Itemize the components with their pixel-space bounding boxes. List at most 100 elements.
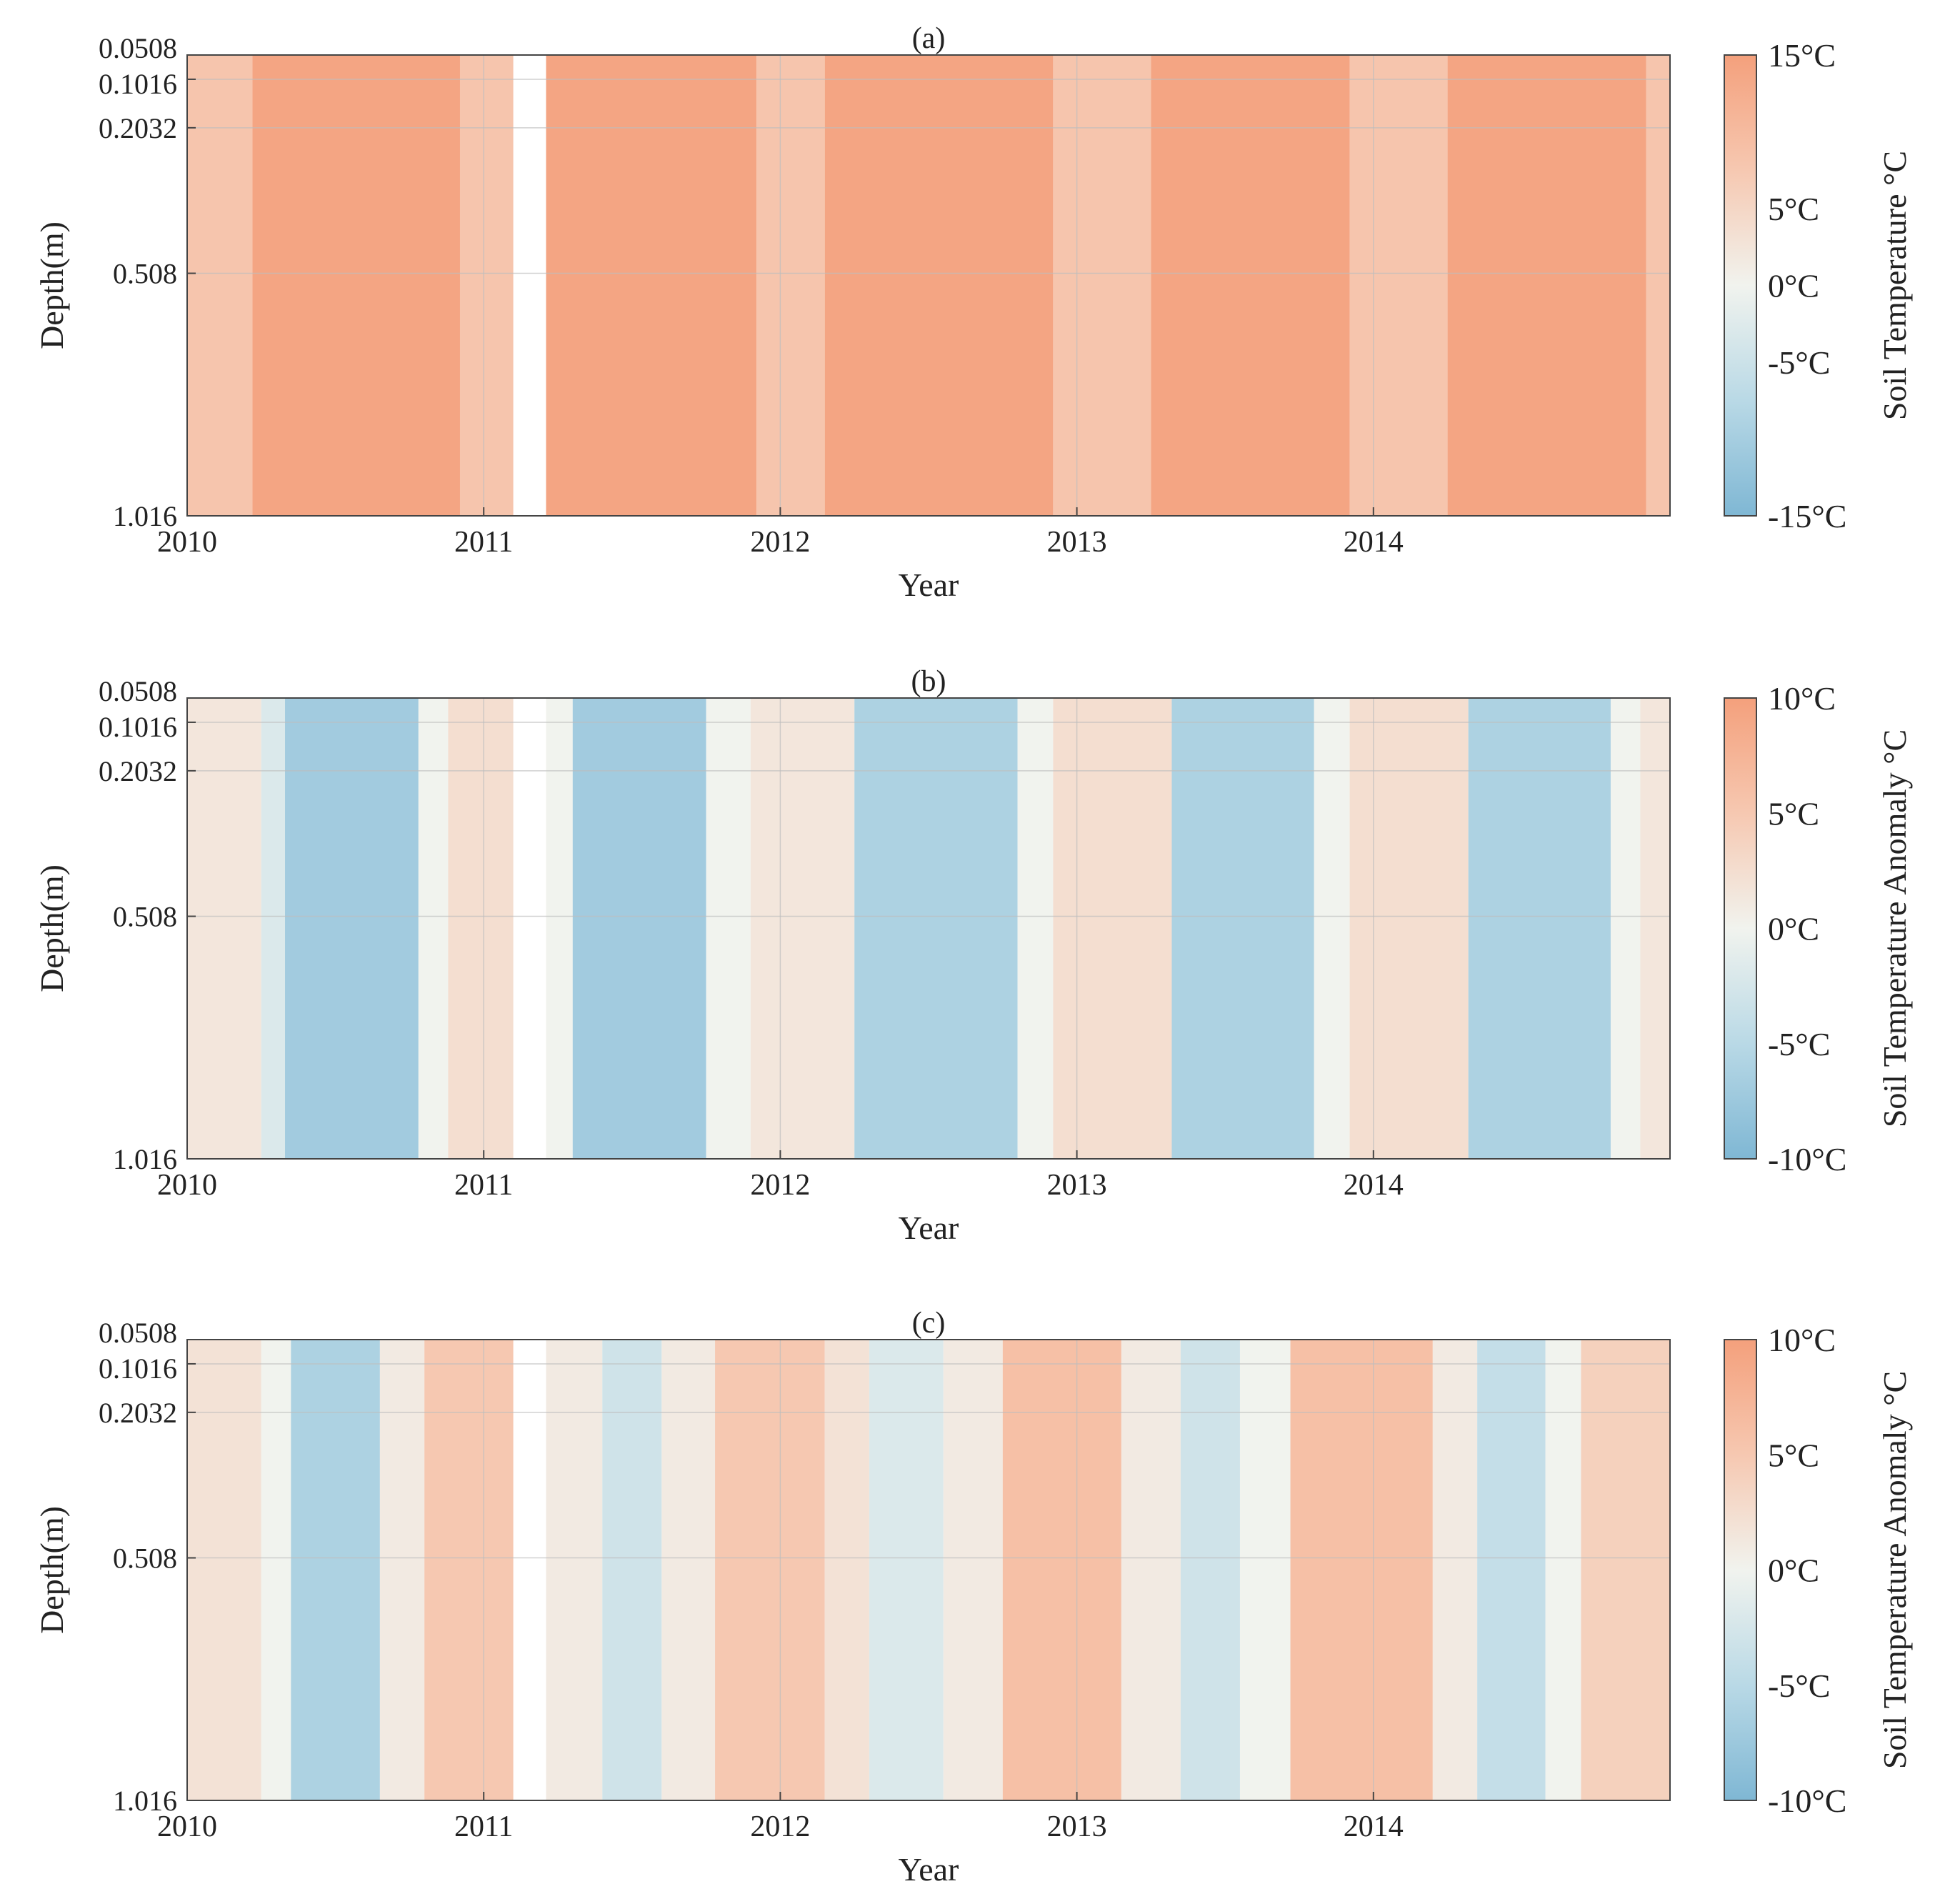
heatmap-band: [1002, 1340, 1121, 1800]
heatmap-band: [1349, 55, 1448, 516]
heatmap-band: [715, 1340, 825, 1800]
x-axis-label: Year: [899, 1851, 959, 1888]
heatmap-band: [1053, 55, 1151, 516]
heatmap-band: [459, 55, 514, 516]
heatmap-band: [546, 1340, 603, 1800]
heatmap-band: [1290, 1340, 1433, 1800]
heatmap-band: [661, 1340, 716, 1800]
heatmap-band: [1314, 698, 1350, 1159]
y-tick-label: 1.016: [113, 1785, 177, 1817]
x-tick-label: 2012: [750, 526, 810, 559]
heatmap-band: [869, 1340, 944, 1800]
x-tick-label: 2011: [454, 1169, 513, 1202]
x-tick-label: 2011: [454, 1810, 513, 1843]
missing-data-gap: [513, 55, 546, 516]
colorbar-tick-label: 0°C: [1768, 1552, 1819, 1589]
y-tick-label: 0.508: [113, 901, 177, 933]
x-tick-label: 2014: [1344, 1810, 1404, 1843]
colorbar-label: Soil Temperature Anomaly °C: [1876, 729, 1913, 1127]
heatmap-band: [1017, 698, 1054, 1159]
x-tick-label: 2010: [157, 526, 217, 559]
colorbar-tick-label: 0°C: [1768, 268, 1819, 304]
heatmap-band: [1053, 698, 1172, 1159]
heatmap-band: [1349, 698, 1469, 1159]
colorbar-tick-label: -5°C: [1768, 1026, 1830, 1062]
heatmap-band: [291, 1340, 380, 1800]
heatmap-band: [572, 698, 706, 1159]
x-axis-label: Year: [899, 567, 959, 603]
heatmap-band: [1646, 55, 1670, 516]
heatmap-band: [546, 698, 573, 1159]
colorbar-tick-label: 5°C: [1768, 191, 1819, 227]
colorbar-tick-label: 0°C: [1768, 911, 1819, 947]
y-tick-label: 0.2032: [99, 1397, 177, 1429]
x-tick-label: 2013: [1047, 526, 1107, 559]
missing-data-gap: [513, 698, 546, 1159]
colorbar-label: Soil Temperature Anomaly °C: [1876, 1371, 1913, 1769]
x-axis-label: Year: [899, 1210, 959, 1246]
x-tick-label: 2011: [454, 526, 513, 559]
y-tick-label: 0.0508: [99, 32, 177, 64]
colorbar-tick-label: 15°C: [1768, 37, 1836, 74]
y-tick-label: 0.1016: [99, 1352, 177, 1385]
y-tick-label: 0.0508: [99, 1317, 177, 1349]
y-tick-label: 1.016: [113, 500, 177, 532]
y-axis-label: Depth(m): [34, 864, 70, 992]
heatmap-band: [187, 1340, 261, 1800]
x-tick-label: 2013: [1047, 1169, 1107, 1202]
y-tick-label: 0.1016: [99, 68, 177, 100]
y-tick-label: 0.508: [113, 258, 177, 290]
colorbar-label: Soil Temperature °C: [1876, 151, 1913, 420]
y-tick-label: 0.2032: [99, 755, 177, 787]
heatmap-band: [1432, 1340, 1478, 1800]
x-tick-label: 2013: [1047, 1810, 1107, 1843]
panel-title: (a): [912, 22, 946, 55]
y-axis-label: Depth(m): [34, 1506, 70, 1634]
colorbar-tick-label: 10°C: [1768, 1322, 1836, 1358]
colorbar: [1724, 1339, 1757, 1801]
colorbar-tick-label: -5°C: [1768, 344, 1830, 381]
colorbar-tick-label: -5°C: [1768, 1668, 1830, 1704]
heatmap-band: [756, 55, 825, 516]
x-tick-label: 2014: [1344, 526, 1404, 559]
heatmap-band: [1545, 1340, 1581, 1800]
missing-data-gap: [513, 1340, 546, 1800]
x-tick-labels: 2010 2011 2012 2013 2014: [157, 1169, 1404, 1202]
heatmap-band: [418, 698, 449, 1159]
heatmap-band: [261, 698, 286, 1159]
colorbar-tick-label: -10°C: [1768, 1141, 1846, 1177]
heatmap-bands: [187, 1340, 1670, 1800]
heatmap-band: [252, 55, 460, 516]
heatmap-band: [602, 1340, 662, 1800]
heatmap-band: [1121, 1340, 1181, 1800]
heatmap-band: [1640, 698, 1670, 1159]
x-tick-labels: 2010 2011 2012 2013 2014: [157, 526, 1404, 559]
plot-frame: [186, 1339, 1671, 1801]
heatmap-band: [285, 698, 419, 1159]
heatmap-band: [1151, 55, 1350, 516]
heatmap-band: [1447, 55, 1646, 516]
y-tick-label: 1.016: [113, 1143, 177, 1175]
heatmap-band: [943, 1340, 1003, 1800]
heatmap-band: [546, 55, 757, 516]
heatmap-band: [187, 698, 261, 1159]
x-tick-labels: 2010 2011 2012 2013 2014: [157, 1810, 1404, 1843]
heatmap-band: [1171, 698, 1314, 1159]
colorbar: [1724, 697, 1757, 1160]
y-tick-label: 0.0508: [99, 675, 177, 707]
x-tick-label: 2012: [750, 1810, 810, 1843]
heatmap-band: [1610, 698, 1641, 1159]
heatmap-bands: [187, 698, 1670, 1159]
heatmap-band: [1477, 1340, 1546, 1800]
y-tick-label: 0.508: [113, 1542, 177, 1575]
heatmap-band: [448, 698, 514, 1159]
heatmap-band: [1468, 698, 1611, 1159]
heatmap-band: [1239, 1340, 1291, 1800]
heatmap-band: [824, 1340, 869, 1800]
